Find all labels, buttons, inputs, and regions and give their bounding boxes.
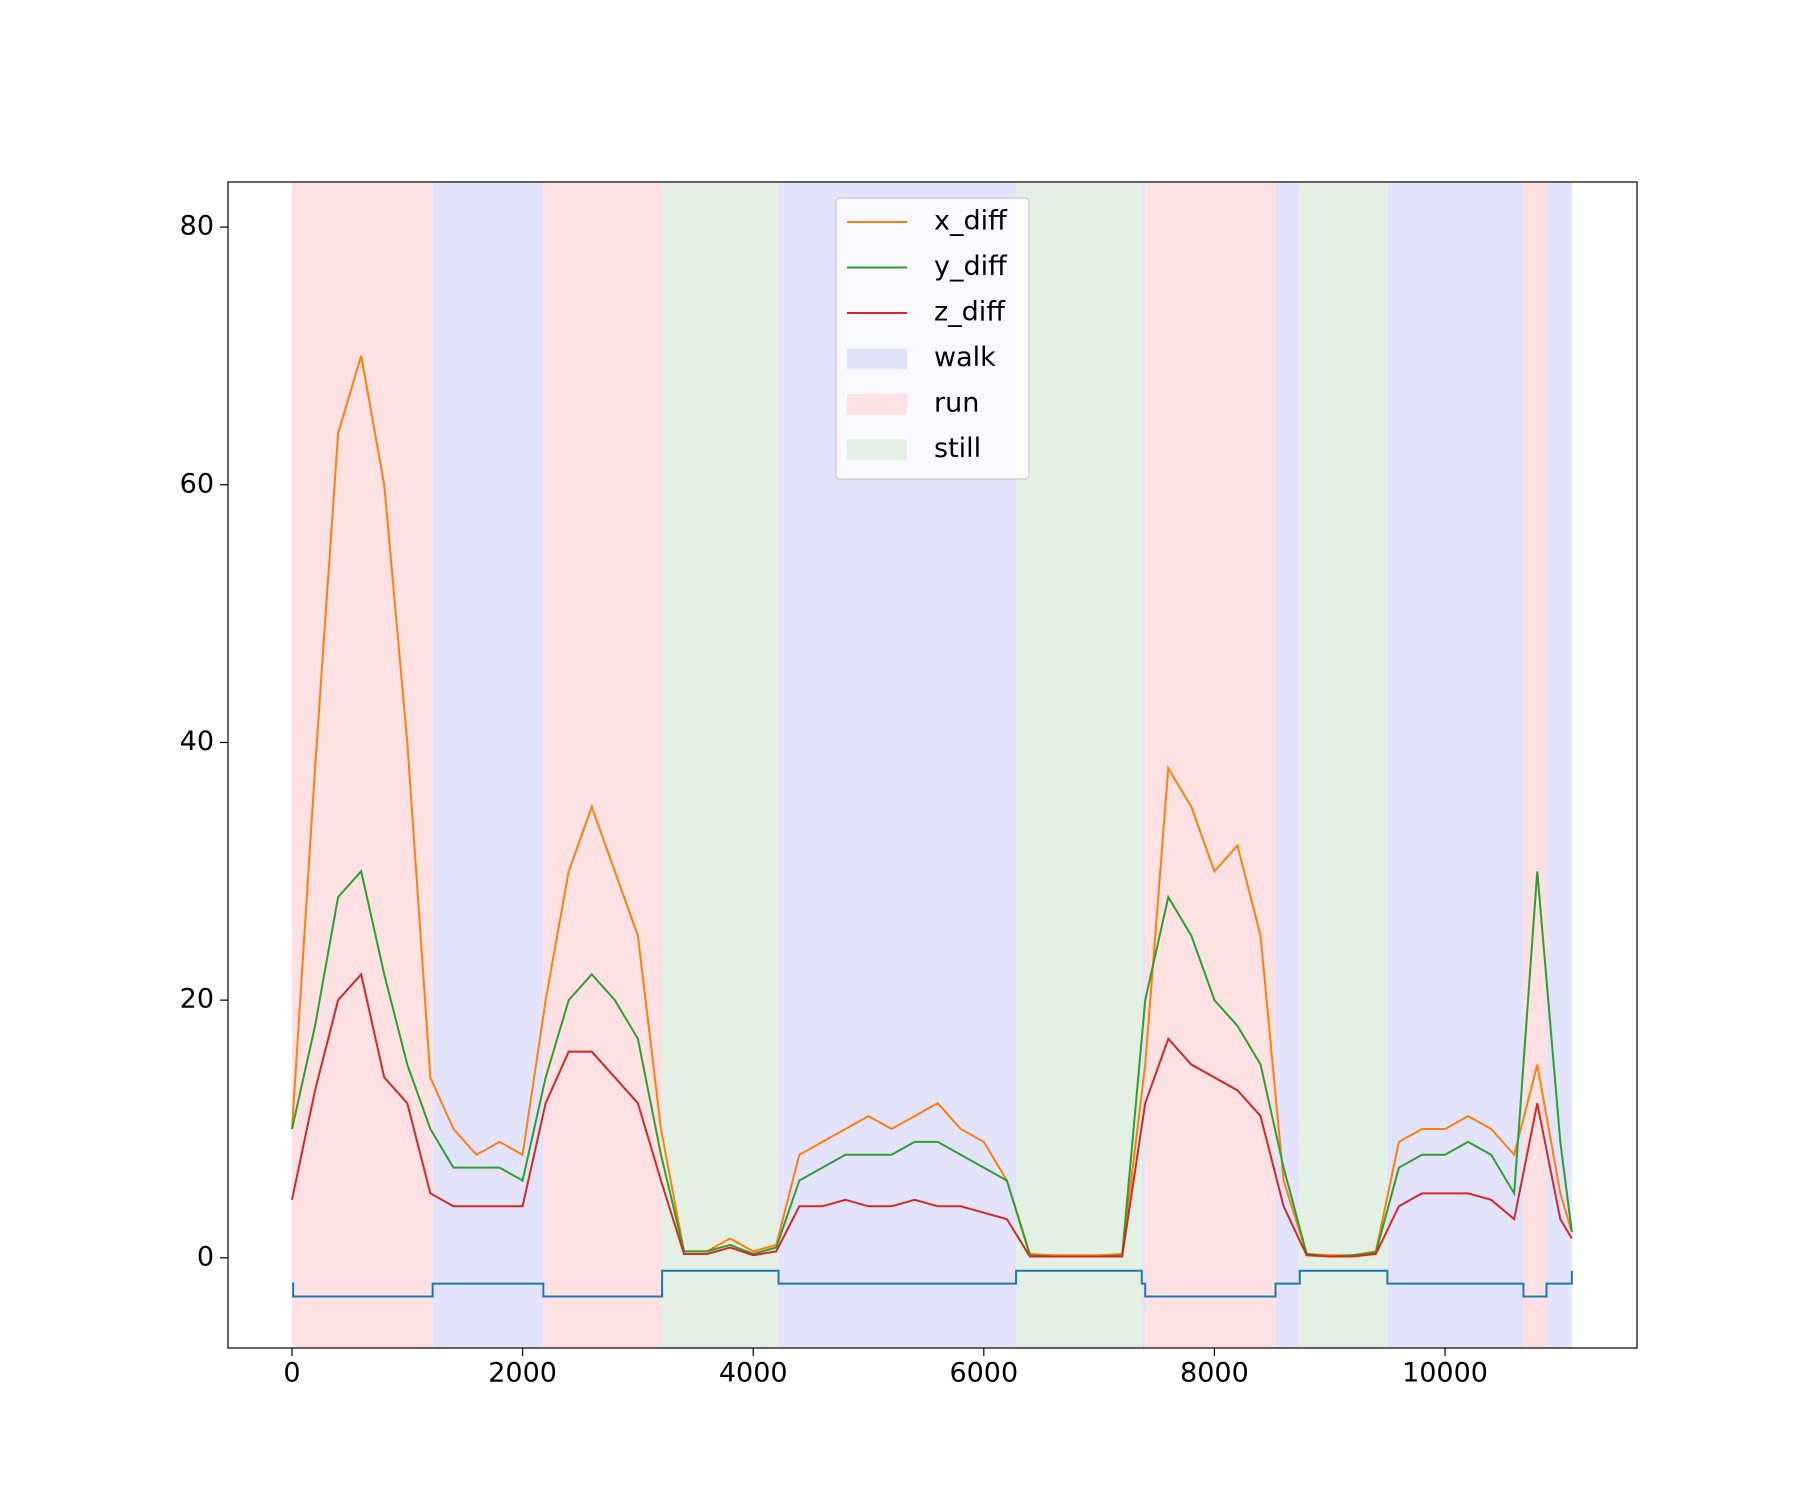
x-tick-label: 4000: [719, 1358, 788, 1389]
series-line: [291, 869, 1573, 1258]
band: [662, 182, 779, 1348]
y-tick-label: 60: [180, 468, 214, 499]
x-tick-label: 10000: [1402, 1358, 1488, 1389]
legend-label: z_diff: [934, 297, 1006, 328]
band: [1299, 182, 1388, 1348]
band: [1145, 182, 1276, 1348]
legend-label: still: [934, 433, 981, 464]
series-line: [291, 1269, 1573, 1298]
legend-label: walk: [934, 342, 996, 373]
legend-patch: [847, 348, 907, 370]
legend-patch: [847, 439, 907, 461]
band: [1141, 182, 1146, 1348]
legend-label: y_diff: [934, 251, 1008, 282]
band: [1387, 182, 1524, 1348]
legend-patch: [847, 394, 907, 415]
y-tick-label: 80: [180, 211, 214, 242]
band: [1275, 182, 1300, 1348]
band: [543, 182, 663, 1348]
band: [1016, 182, 1142, 1348]
legend-box: [835, 197, 1030, 480]
y-tick-label: 20: [180, 984, 214, 1015]
x-tick-label: 6000: [949, 1358, 1018, 1389]
x-tick-label: 2000: [488, 1358, 557, 1389]
series-line: [291, 972, 1573, 1258]
y-tick-label: 0: [197, 1241, 214, 1272]
band: [1523, 182, 1547, 1348]
legend-label: x_diff: [934, 206, 1008, 237]
y-tick-label: 40: [180, 726, 214, 757]
legend-label: run: [934, 388, 979, 419]
axes-frame: [227, 181, 1638, 1349]
band: [432, 182, 544, 1348]
band: [1546, 182, 1572, 1348]
x-tick-label: 0: [283, 1358, 300, 1389]
x-tick-label: 8000: [1180, 1358, 1249, 1389]
